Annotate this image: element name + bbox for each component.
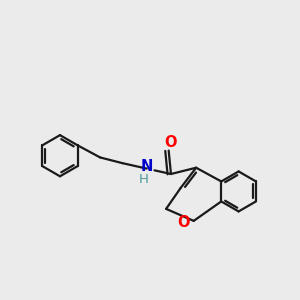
Text: O: O	[164, 135, 176, 150]
Text: O: O	[177, 215, 190, 230]
Text: N: N	[140, 159, 153, 174]
Text: H: H	[139, 173, 149, 186]
